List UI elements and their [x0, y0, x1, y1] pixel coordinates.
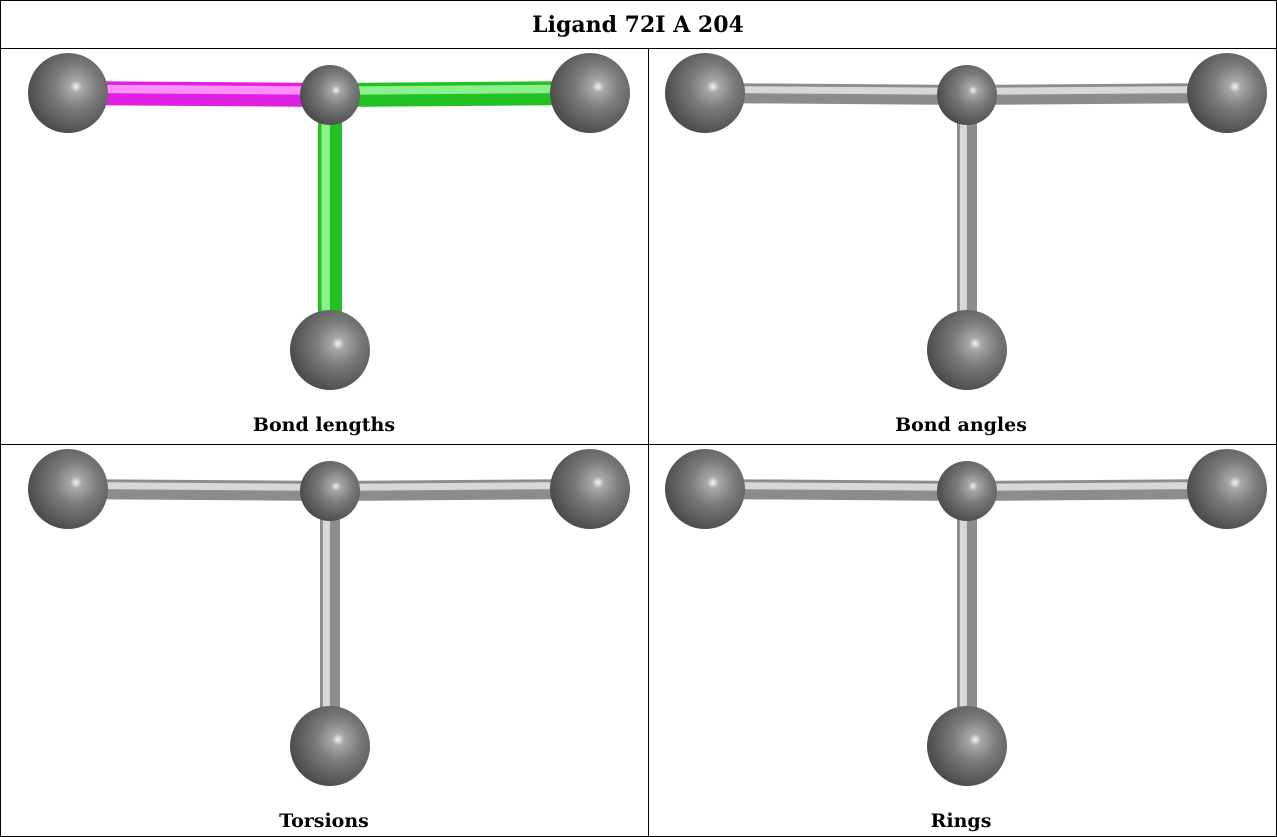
table-border	[1, 1, 1277, 837]
atom	[1187, 53, 1267, 133]
atom	[927, 706, 1007, 786]
atom	[937, 65, 997, 125]
atom	[937, 461, 997, 521]
page: Ligand 72I A 204 Bond lengths Bond angles…	[0, 0, 1277, 837]
panel-caption: Torsions	[279, 810, 369, 832]
figure-table: Ligand 72I A 204 Bond lengths Bond angles…	[0, 0, 1277, 837]
atom	[300, 461, 360, 521]
atom	[550, 53, 630, 133]
atom	[665, 449, 745, 529]
atom	[1187, 449, 1267, 529]
atom	[28, 449, 108, 529]
panel-caption: Bond angles	[895, 414, 1027, 436]
atom	[290, 706, 370, 786]
atom	[665, 53, 745, 133]
table-title: Ligand 72I A 204	[532, 12, 744, 38]
panel-caption: Rings	[931, 810, 992, 832]
atom	[300, 65, 360, 125]
atom	[28, 53, 108, 133]
atom	[550, 449, 630, 529]
atom	[927, 310, 1007, 390]
atom	[290, 310, 370, 390]
panel-caption: Bond lengths	[253, 414, 395, 436]
